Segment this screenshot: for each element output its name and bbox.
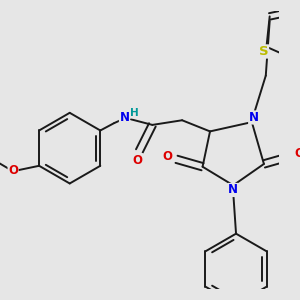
Text: N: N <box>228 184 238 196</box>
Text: O: O <box>294 147 300 160</box>
Text: O: O <box>162 150 172 163</box>
Text: H: H <box>130 108 139 118</box>
Text: S: S <box>259 45 268 58</box>
Text: O: O <box>8 164 18 177</box>
Text: N: N <box>249 111 259 124</box>
Text: N: N <box>119 111 130 124</box>
Text: O: O <box>133 154 142 167</box>
